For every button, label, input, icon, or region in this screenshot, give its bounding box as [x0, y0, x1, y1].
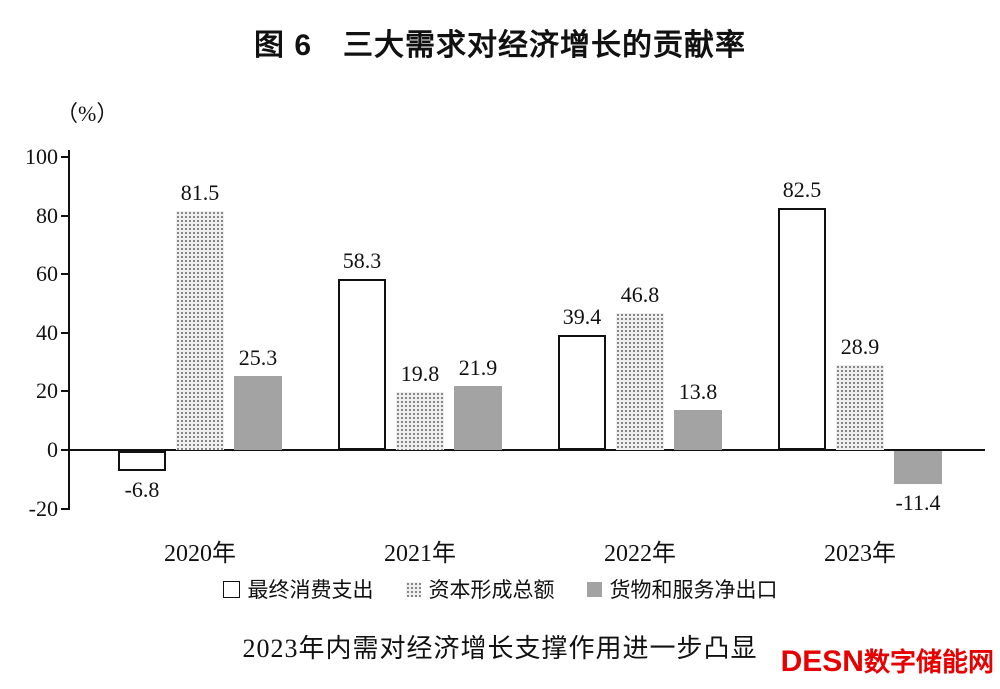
y-axis-tick-mark: [61, 273, 68, 276]
watermark-latin-text: DESN: [780, 645, 864, 678]
legend-swatch-outline-icon: [222, 580, 240, 598]
bar-solid: [674, 409, 722, 450]
y-axis-tick-label: 60: [36, 261, 58, 287]
bar-value-label: -11.4: [895, 490, 941, 516]
legend-swatch-dotted-icon: [405, 581, 421, 597]
x-axis-category-label: 2020年: [164, 541, 236, 567]
bar-solid: [894, 451, 942, 485]
y-axis-tick-label: 100: [25, 144, 58, 169]
bar-outline: [558, 334, 606, 450]
y-axis-tick-mark: [61, 449, 68, 451]
y-axis-tick-label: 80: [36, 202, 58, 228]
bar-outline: [778, 208, 826, 450]
bar-value-label: 21.9: [458, 354, 498, 380]
x-axis-category-label: 2021年: [384, 541, 456, 567]
bar-dotted: [836, 365, 884, 450]
watermark: DESN数字储能网: [781, 642, 994, 679]
legend-label-final-consumption: 最终消费支出: [247, 578, 374, 602]
y-axis-tick-mark: [61, 390, 68, 393]
legend-swatch-solid-icon: [586, 581, 602, 597]
x-axis-category-label: 2022年: [604, 541, 676, 567]
bar-dotted: [616, 312, 664, 450]
bar-solid: [454, 385, 502, 450]
y-axis-tick-label: 40: [36, 319, 58, 345]
legend-item-net-exports: 货物和服务净出口: [586, 574, 778, 604]
legend-item-final-consumption: 最终消费支出: [222, 574, 374, 604]
bar-value-label: 46.8: [620, 281, 660, 307]
chart-title: 图 6 三大需求对经济增长的贡献率: [253, 29, 747, 62]
bar-outline: [338, 279, 386, 450]
bar-value-label: 58.3: [342, 248, 382, 274]
bar-value-label: 13.8: [678, 378, 718, 404]
bar-value-label: 39.4: [562, 303, 602, 329]
bar-outline: [118, 451, 166, 471]
figure-caption: 2023年内需对经济增长支撑作用进一步凸显: [242, 634, 758, 663]
bar-dotted: [396, 391, 444, 450]
bar-value-label: 82.5: [782, 177, 822, 203]
watermark-cjk-text: 数字储能网: [863, 647, 994, 677]
y-axis-unit-label: （%）: [56, 101, 119, 126]
y-axis-tick-mark: [61, 214, 68, 217]
legend-label-capital-formation: 资本形成总额: [428, 578, 555, 602]
y-axis-tick-mark: [61, 507, 68, 510]
y-axis-tick-label: 0: [47, 437, 58, 462]
legend-item-capital-formation: 资本形成总额: [405, 574, 555, 604]
bar-value-label: -6.8: [124, 476, 160, 502]
y-axis-line: [68, 150, 70, 510]
bar-value-label: 19.8: [400, 360, 440, 386]
y-axis-tick-mark: [61, 331, 68, 334]
x-axis-zero-line: [68, 449, 985, 451]
bar-solid: [234, 375, 282, 450]
bar-value-label: 81.5: [180, 180, 220, 206]
y-axis-tick-mark: [61, 156, 68, 158]
y-axis-tick-label: -20: [28, 495, 58, 521]
bar-dotted: [176, 211, 224, 450]
legend-label-net-exports: 货物和服务净出口: [609, 578, 778, 602]
bar-value-label: 28.9: [840, 334, 880, 360]
bar-value-label: 25.3: [238, 344, 278, 370]
x-axis-category-label: 2023年: [824, 541, 896, 567]
y-axis-tick-label: 20: [36, 378, 58, 404]
legend: 最终消费支出 资本形成总额 货物和服务净出口: [0, 574, 1000, 604]
